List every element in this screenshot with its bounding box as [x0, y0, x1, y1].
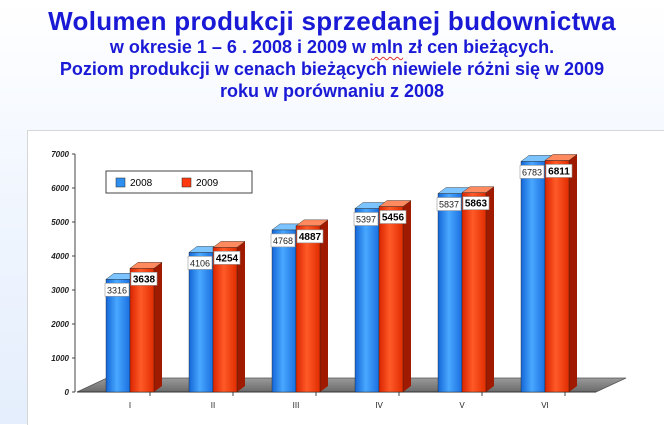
slide-title: Wolumen produkcji sprzedanej budownictwa…: [0, 6, 664, 102]
bar-side-2009: [320, 219, 328, 392]
bar-top-2009: [544, 154, 578, 161]
data-label-box: [462, 196, 490, 210]
y-tick-label: 0: [65, 388, 70, 397]
bar-top-2009: [129, 262, 163, 269]
bar-side-2009: [154, 262, 162, 392]
title-line-1: Wolumen produkcji sprzedanej budownictwa: [48, 6, 616, 36]
title-line-4: roku w porównaniu z 2008: [219, 81, 445, 101]
data-label: 4768: [273, 236, 293, 246]
data-label: 3316: [107, 285, 127, 295]
data-label: 4106: [190, 258, 210, 268]
data-label: 6783: [522, 167, 542, 177]
bar-top-2009: [212, 241, 246, 248]
data-label-box: [519, 165, 545, 179]
y-tick-label: 6000: [51, 184, 69, 193]
bar-2008: [520, 161, 546, 393]
legend-box: [105, 170, 253, 194]
legend-label-2008: 2008: [130, 178, 153, 189]
data-label: 5837: [439, 200, 459, 210]
data-label: 5863: [465, 199, 488, 210]
bar-side-2009: [569, 154, 577, 392]
bar-side-2009: [486, 186, 494, 392]
title-line-2-pre: w okresie 1 – 6 . 2008 i 2009 w: [109, 37, 372, 57]
data-label-box: [545, 164, 573, 178]
bar-side-2009: [237, 241, 245, 392]
bar-top-2009: [295, 219, 329, 227]
y-tick-label: 1000: [51, 354, 69, 363]
bar-2008: [437, 193, 463, 393]
x-tick-label: VI: [541, 401, 549, 410]
bar-2009: [461, 192, 487, 393]
bar-2009: [295, 225, 321, 393]
data-label: 4887: [299, 232, 322, 243]
bar-2009: [212, 247, 238, 393]
x-tick-label: III: [293, 401, 300, 410]
data-label-box: [130, 272, 158, 286]
data-label: 6811: [548, 166, 570, 177]
y-tick-label: 2000: [50, 320, 69, 329]
legend-label-2009: 2009: [196, 178, 219, 189]
bar-2008: [271, 229, 297, 393]
title-line-2-mln: mln: [371, 37, 404, 57]
y-tick-label: 4000: [50, 252, 69, 261]
title-line-2: w okresie 1 – 6 . 2008 i 2009 w mln zł c…: [0, 36, 664, 58]
legend-swatch-2009: [181, 177, 192, 188]
data-label-box: [187, 256, 213, 270]
bar-top-2009: [378, 200, 412, 207]
data-label: 5397: [356, 215, 376, 225]
bar-2008: [105, 279, 131, 393]
data-label-box: [436, 197, 462, 211]
data-label-box: [296, 229, 324, 244]
data-label: 5456: [382, 212, 405, 223]
data-label-box: [104, 282, 130, 297]
legend: 2008 2009: [105, 170, 253, 194]
data-label-box: [213, 251, 241, 265]
data-label-box: [270, 233, 296, 248]
y-tick-label: 5000: [51, 218, 69, 227]
x-tick-label: II: [211, 401, 215, 410]
x-tick-label: IV: [375, 401, 383, 410]
bar-2008: [188, 252, 214, 393]
title-line-3: Poziom produkcji w cenach bieżących niew…: [59, 59, 605, 79]
data-label-box: [379, 210, 407, 224]
y-tick-label: 7000: [51, 150, 69, 159]
bar-side-2009: [403, 200, 411, 392]
bar-2008: [354, 208, 380, 393]
y-tick-label: 3000: [51, 286, 69, 295]
chart-frame: 0 1000 2000 3000 4000 5000 6000 7000 I II III IV V VI…: [27, 130, 664, 425]
bar-top-2009: [461, 186, 495, 193]
title-line-2-post: zł cen bieżących.: [403, 37, 555, 57]
bar-2009: [378, 206, 404, 393]
bar-2009: [129, 268, 155, 393]
bar-2009: [544, 160, 570, 393]
x-tick-label: V: [459, 401, 465, 410]
data-label-box: [353, 212, 379, 226]
data-label: 4254: [216, 253, 239, 264]
data-label: 3638: [133, 274, 156, 285]
x-tick-label: I: [129, 401, 131, 410]
legend-swatch-2008: [115, 177, 126, 188]
